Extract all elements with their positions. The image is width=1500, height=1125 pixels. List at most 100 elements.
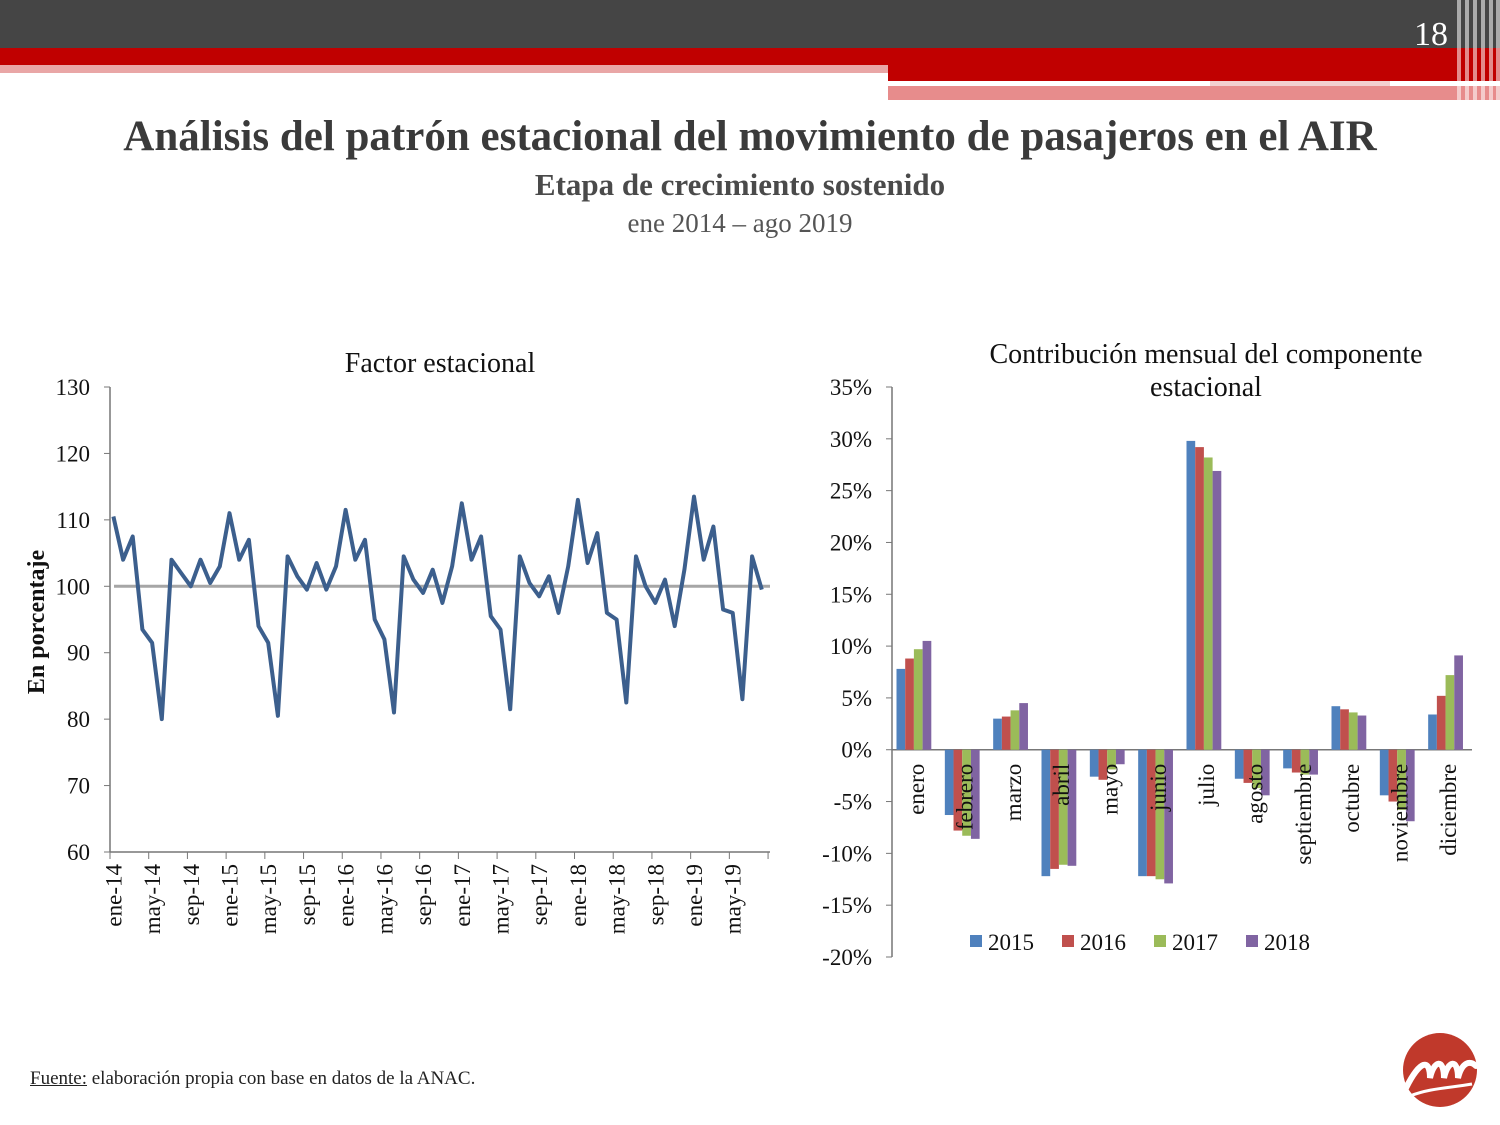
bar-chart-category-label: enero	[904, 764, 929, 815]
bar-2017-agosto	[1252, 749, 1261, 789]
bar-chart-ytick-label: 30%	[830, 427, 872, 452]
bar-chart-category-label: agosto	[1243, 764, 1268, 824]
legend-swatch-2016	[1062, 935, 1074, 947]
bar-2016-mayo	[1098, 749, 1108, 780]
bar-chart-category-label: abril	[1049, 764, 1074, 806]
bar-chart-ytick-label: -10%	[822, 841, 872, 866]
source-footer: Fuente: elaboración propia con base en d…	[30, 1068, 475, 1090]
header-stripes	[1455, 0, 1500, 100]
line-chart-xtick-label: ene-14	[101, 864, 126, 927]
bar-2018-marzo	[1019, 703, 1028, 750]
line-chart-xtick-label: ene-16	[334, 864, 359, 927]
line-chart-ytick-label: 90	[67, 641, 90, 666]
bar-2017-diciembre	[1445, 675, 1455, 750]
line-chart-ytick-label: 80	[67, 707, 90, 732]
bar-chart-ytick-label: -15%	[822, 893, 872, 918]
header-red-band	[0, 48, 1500, 65]
line-chart-ylabel: En porcentaje	[24, 550, 50, 695]
legend-swatch-2015	[970, 935, 982, 947]
line-chart-ytick-label: 110	[56, 508, 90, 533]
bar-chart-category-label: septiembre	[1291, 764, 1316, 865]
seasonal-factor-chart: Factor estacional En porcentaje 130 120 11…	[24, 348, 770, 934]
bar-2018-noviembre	[1405, 749, 1415, 822]
bar-2018-octubre	[1357, 715, 1367, 750]
bar-2018-febrero	[970, 749, 980, 839]
bar-chart-ytick-label: 35%	[830, 375, 872, 400]
bar-2015-septiembre	[1283, 749, 1292, 769]
line-chart-xtick-label: sep-16	[411, 864, 436, 925]
bar-2017-mayo	[1107, 749, 1116, 770]
monthly-contribution-chart: Contribución mensual del componente esta…	[822, 339, 1472, 970]
bar-chart-title-line1: Contribución mensual del componente	[989, 339, 1422, 370]
bar-2016-septiembre	[1291, 749, 1301, 773]
header-red-block	[888, 65, 1500, 81]
line-chart-xtick-label: ene-19	[682, 864, 707, 927]
header-bar	[0, 0, 1500, 48]
line-chart-ytick-label: 120	[56, 441, 91, 466]
bar-chart-ytick-label: 25%	[830, 479, 872, 504]
bar-2018-mayo	[1115, 749, 1125, 765]
bar-2016-junio	[1146, 749, 1156, 877]
bar-chart-category-label: octubre	[1339, 764, 1364, 833]
bar-2015-junio	[1138, 749, 1147, 877]
bar-chart-ytick-label: 5%	[841, 686, 872, 711]
line-chart-xtick-label: may-18	[605, 864, 630, 934]
bar-chart-ytick-label: 20%	[830, 530, 872, 555]
bar-chart-category-label: febrero	[953, 764, 978, 830]
bar-chart-category-label: mayo	[1098, 764, 1123, 815]
bar-chart-ytick-label: -20%	[822, 945, 872, 970]
seasonal-factor-line	[111, 494, 764, 722]
bar-2018-junio	[1164, 749, 1173, 884]
bar-2017-marzo	[1010, 710, 1020, 750]
bar-2016-abril	[1050, 749, 1059, 869]
bar-2016-noviembre	[1388, 749, 1398, 802]
source-label: Fuente:	[30, 1068, 87, 1089]
bar-chart-category-label: noviembre	[1388, 764, 1413, 862]
source-text: elaboración propia con base en datos de …	[87, 1068, 476, 1089]
bar-chart-category-label: marzo	[1001, 764, 1026, 821]
line-chart-xtick-label: may-14	[140, 864, 165, 935]
line-chart-xtick-label: sep-17	[527, 864, 552, 925]
slide-title: Análisis del patrón estacional del movim…	[123, 113, 1377, 160]
line-chart-ytick-label: 130	[56, 375, 91, 400]
page-number: 18	[1414, 16, 1448, 53]
bar-2017-octubre	[1348, 712, 1358, 750]
bar-2017-junio	[1155, 749, 1165, 880]
line-chart-ytick-label: 100	[56, 574, 91, 599]
line-chart-xtick-label: may-16	[372, 864, 397, 934]
line-chart-xtick-label: ene-15	[218, 864, 243, 927]
line-chart-xtick-label: ene-17	[450, 864, 475, 927]
bar-2015-agosto	[1234, 749, 1244, 779]
line-chart-xtick-label: may-19	[721, 864, 746, 934]
line-chart-xtick-label: sep-18	[643, 864, 668, 925]
line-chart-xtick-label: sep-14	[179, 864, 204, 926]
bar-2015-marzo	[993, 718, 1002, 750]
bar-chart-ytick-label: 10%	[830, 634, 872, 659]
bar-2016-febrero	[953, 749, 963, 831]
bar-2018-julio	[1212, 470, 1222, 750]
bar-chart-title-line2: estacional	[1150, 372, 1262, 403]
line-chart-xtick-label: may-15	[256, 864, 281, 934]
legend-label-2015: 2015	[988, 930, 1034, 955]
bar-2016-agosto	[1243, 749, 1253, 783]
line-chart-xtick-label: sep-15	[295, 864, 320, 925]
bar-2018-agosto	[1260, 749, 1270, 796]
institution-logo	[1403, 1033, 1479, 1107]
bar-chart-category-label: diciembre	[1436, 764, 1461, 856]
bar-2015-julio	[1186, 440, 1196, 750]
legend-label-2017: 2017	[1172, 930, 1218, 955]
bar-2017-enero	[913, 649, 923, 750]
bar-2015-febrero	[944, 749, 954, 816]
line-chart-title: Factor estacional	[345, 348, 536, 379]
line-chart-xtick-label: may-17	[488, 864, 513, 934]
line-chart-xtick-label: ene-18	[566, 864, 591, 927]
bar-chart-ytick-label: -5%	[834, 790, 872, 815]
bar-2017-febrero	[962, 749, 971, 836]
bar-2015-octubre	[1331, 706, 1341, 750]
bar-chart-ytick-label: 15%	[830, 582, 872, 607]
bar-chart-category-label: junio	[1146, 764, 1171, 812]
bar-2016-marzo	[1001, 716, 1011, 750]
bar-2016-julio	[1195, 447, 1204, 750]
bar-2017-julio	[1203, 457, 1213, 750]
bar-2017-abril	[1058, 749, 1068, 865]
